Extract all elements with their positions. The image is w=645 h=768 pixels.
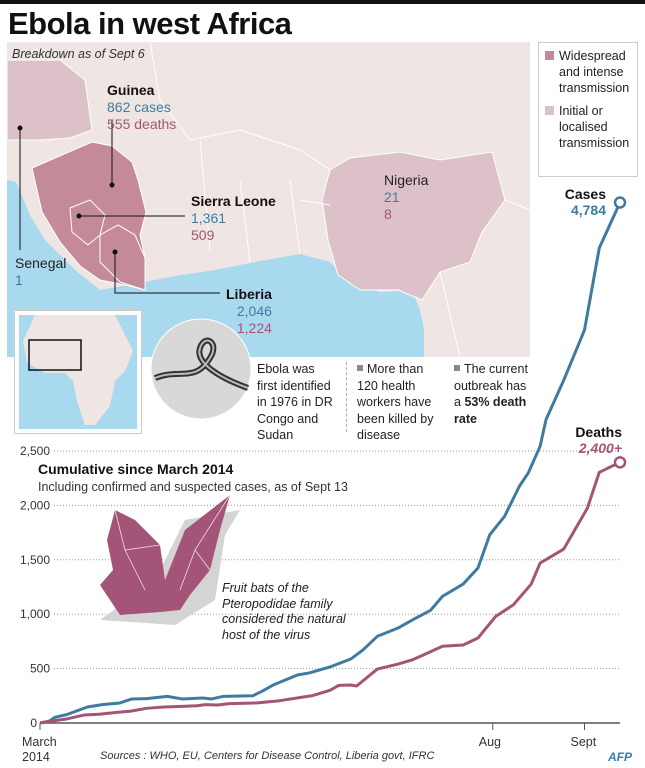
- country-cases: 862 cases: [107, 99, 171, 115]
- fact-health-workers: More than 120 health workers have been k…: [357, 361, 447, 444]
- label-guinea: Guinea 862 cases 555 deaths: [107, 82, 176, 133]
- country-name: Senegal: [15, 255, 67, 271]
- legend-item-widespread: Widespread and intense transmission: [545, 48, 637, 96]
- bullet-icon: [454, 365, 460, 371]
- chart-subtitle: Including confirmed and suspected cases,…: [38, 480, 348, 494]
- series-name: Deaths: [575, 424, 622, 440]
- y-tick-label: 0: [30, 716, 37, 730]
- x-tick-label-year: 2014: [22, 750, 50, 764]
- y-tick-label: 2,000: [20, 498, 50, 512]
- fact-origin: Ebola was first identified in 1976 in DR…: [257, 362, 333, 442]
- series-end-value: 2,400+: [578, 440, 622, 456]
- africa-locator-map: [14, 310, 142, 434]
- fact-divider: [346, 362, 347, 432]
- ebola-virus-image: [150, 318, 252, 420]
- legend-item-localised: Initial or localised transmission: [545, 103, 637, 151]
- country-name: Liberia: [226, 286, 272, 302]
- series-end-value: 4,784: [570, 202, 606, 218]
- fact-text: More than 120 health workers have been k…: [357, 362, 434, 442]
- sources-note: Sources : WHO, EU, Centers for Disease C…: [100, 750, 435, 762]
- y-tick-label: 2,500: [20, 444, 50, 458]
- page-title: Ebola in west Africa: [8, 6, 292, 41]
- x-tick-label: March: [22, 735, 57, 749]
- country-name: Sierra Leone: [191, 193, 276, 209]
- y-tick-label: 1,000: [20, 607, 50, 621]
- senegal-region: [7, 59, 93, 141]
- series-end-marker-deaths: [613, 456, 627, 469]
- map-subtitle: Breakdown as of Sept 6: [12, 47, 145, 61]
- country-cases: 1,361: [191, 210, 227, 226]
- legend-swatch: [545, 106, 554, 115]
- bullet-icon: [357, 365, 363, 371]
- top-rule: [0, 0, 645, 4]
- legend-swatch: [545, 51, 554, 60]
- country-cases: 1: [15, 272, 23, 288]
- map-legend: Widespread and intense transmission Init…: [538, 42, 638, 177]
- x-tick-label: Aug: [479, 735, 501, 749]
- afp-logo: AFP: [608, 750, 632, 764]
- country-deaths: 509: [191, 227, 215, 243]
- cases-end-label: Cases 4,784: [540, 186, 606, 218]
- country-deaths: 555 deaths: [107, 116, 177, 132]
- country-cases: 21: [384, 189, 400, 205]
- series-name: Cases: [564, 186, 606, 202]
- deaths-end-label: Deaths 2,400+: [540, 424, 622, 456]
- fact-death-rate: The current outbreak has a 53% death rat…: [454, 361, 536, 427]
- bat-annotation: Fruit bats of the Pteropodidae family co…: [222, 581, 346, 642]
- label-nigeria: Nigeria 21 8: [384, 172, 428, 223]
- country-deaths: 8: [384, 206, 392, 222]
- fruit-bat-icon: [100, 494, 240, 625]
- legend-label: Widespread and intense transmission: [559, 49, 630, 95]
- series-end-marker-cases: [613, 196, 627, 209]
- label-senegal: Senegal 1: [15, 255, 66, 289]
- y-tick-label: 500: [30, 662, 50, 676]
- country-name: Guinea: [107, 82, 155, 98]
- country-name: Nigeria: [384, 172, 429, 188]
- chart-title: Cumulative since March 2014: [38, 461, 234, 477]
- label-sierra-leone: Sierra Leone 1,361 509: [191, 193, 276, 244]
- y-tick-label: 1,500: [20, 553, 50, 567]
- x-tick-label: Sept: [570, 735, 596, 749]
- fact-highlight: 53% death rate: [454, 395, 527, 426]
- legend-label: Initial or localised transmission: [559, 104, 630, 150]
